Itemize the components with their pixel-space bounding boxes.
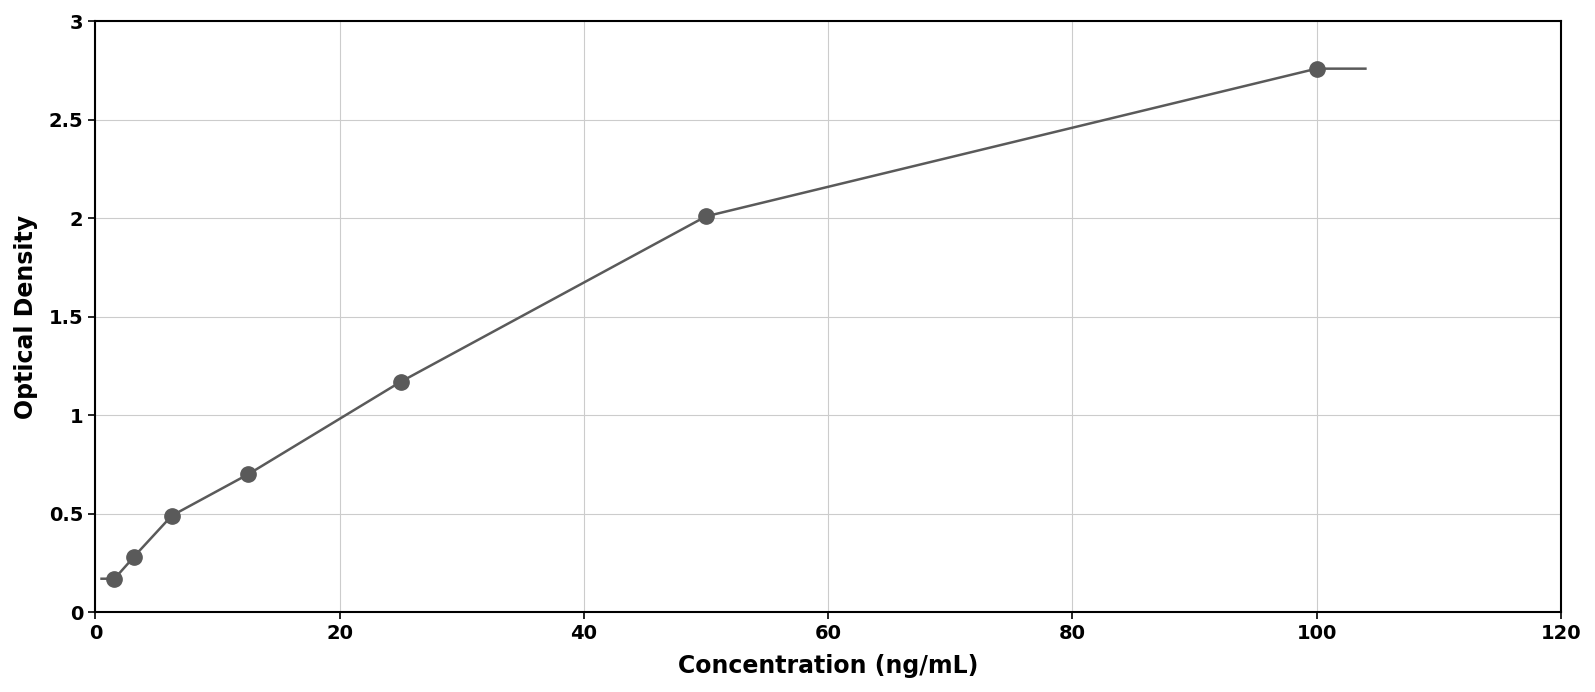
Point bbox=[160, 510, 185, 521]
Point bbox=[1303, 63, 1329, 74]
Point bbox=[102, 573, 128, 584]
Point bbox=[694, 211, 719, 222]
Point bbox=[388, 376, 413, 388]
Point bbox=[121, 552, 147, 563]
Point bbox=[236, 468, 262, 480]
X-axis label: Concentration (ng/mL): Concentration (ng/mL) bbox=[678, 654, 978, 678]
Y-axis label: Optical Density: Optical Density bbox=[14, 215, 38, 419]
